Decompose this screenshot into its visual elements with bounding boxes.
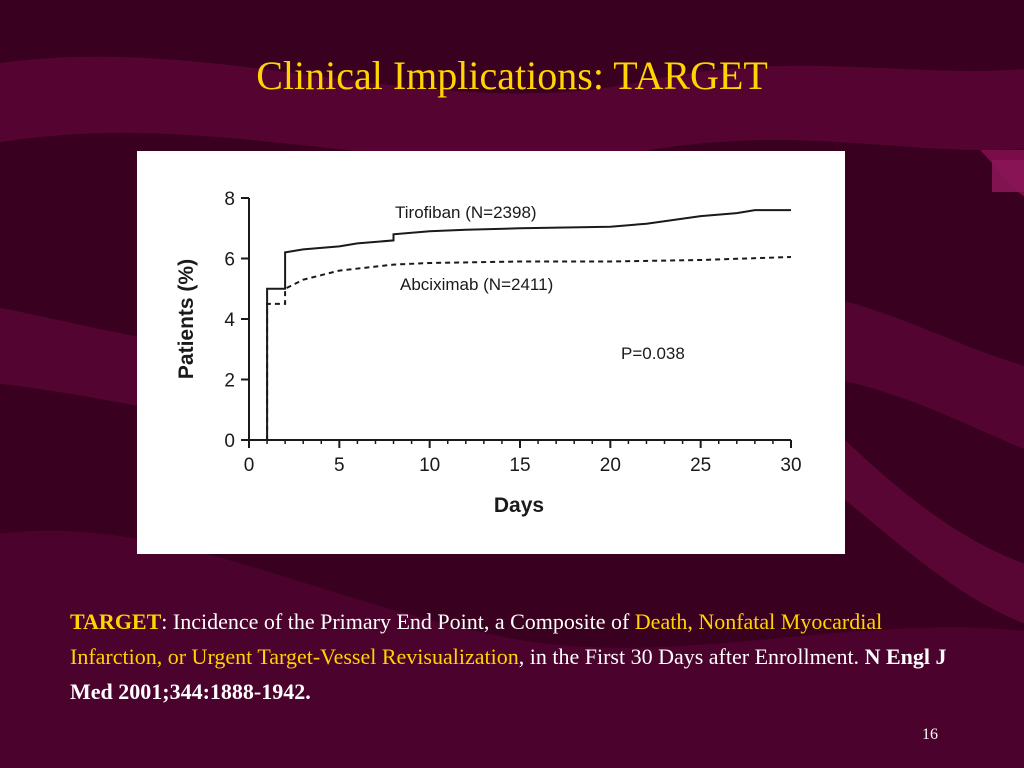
x-tick-label: 5 [334, 455, 345, 476]
caption-highlight: Death, Nonfatal Myocardial Infarction, o… [70, 609, 883, 669]
x-axis-label: Days [494, 494, 544, 517]
slide-caption: TARGET: Incidence of the Primary End Poi… [70, 604, 950, 709]
x-tick-label: 20 [600, 455, 621, 476]
caption-text-2: , in the First 30 Days after Enrollment. [518, 644, 865, 669]
y-axis-label: Patients (%) [175, 259, 198, 379]
chart-panel: 0 5 10 15 20 25 30 0 2 4 6 8 Days Patients (%) Tiro… [137, 151, 845, 554]
p-value-annotation: P=0.038 [621, 344, 685, 363]
series-label-abciximab: Abciximab (N=2411) [400, 275, 553, 294]
caption-trial-name: TARGET [70, 609, 162, 634]
series-layer [249, 209, 792, 441]
page-number: 16 [922, 726, 938, 743]
slide-title: Clinical Implications: TARGET [256, 53, 768, 98]
y-tick-label: 6 [224, 250, 235, 271]
chart-axes: 0 5 10 15 20 25 30 0 2 4 6 8 [224, 189, 801, 476]
y-tick-label: 0 [224, 431, 235, 452]
y-tick-label: 2 [224, 371, 235, 392]
x-tick-label: 15 [509, 455, 530, 476]
x-tick-label: 0 [244, 455, 255, 476]
series-line-1 [249, 256, 792, 441]
series-line-0 [249, 209, 791, 441]
series-label-tirofiban: Tirofiban (N=2398) [395, 203, 537, 222]
caption-text-1: : Incidence of the Primary End Point, a … [161, 609, 635, 634]
kaplan-meier-chart: 0 5 10 15 20 25 30 0 2 4 6 8 Days Patients (%) Tiro… [175, 189, 802, 517]
x-tick-label: 25 [690, 455, 711, 476]
x-tick-label: 10 [419, 455, 440, 476]
caption-citation: N Engl J Med 2001;344:1888-1942. [70, 644, 947, 704]
y-tick-label: 8 [224, 189, 235, 210]
x-tick-label: 30 [780, 455, 801, 476]
y-tick-label: 4 [224, 310, 235, 331]
